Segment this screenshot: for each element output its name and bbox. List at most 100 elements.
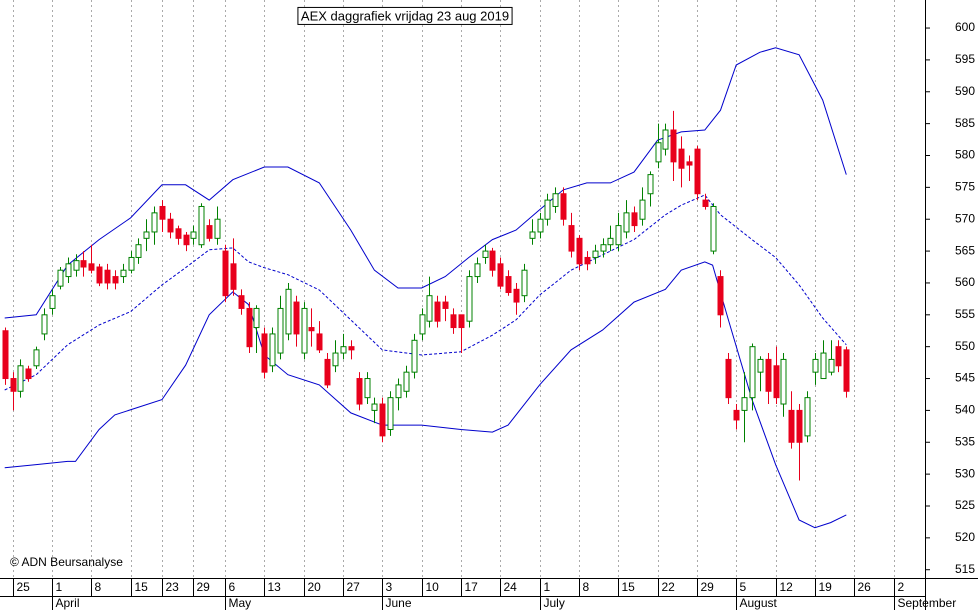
candle-body <box>411 339 418 373</box>
candle-body <box>796 409 803 443</box>
candle-body <box>348 346 355 351</box>
y-tick-label: 530 <box>955 466 975 480</box>
candle-body <box>812 358 819 373</box>
candle-body <box>694 148 701 195</box>
candle-body <box>238 295 245 309</box>
y-tick-label: 540 <box>955 403 975 417</box>
title-box <box>297 6 513 25</box>
plot-area <box>2 0 895 578</box>
candle-body <box>623 212 630 233</box>
candle-body <box>678 148 685 169</box>
candle-body <box>364 378 371 399</box>
candle-body <box>717 276 724 316</box>
candle-body <box>788 409 795 443</box>
y-tick-label: 570 <box>955 211 975 225</box>
x-tick-label: 12 <box>780 580 794 594</box>
candle-body <box>293 301 300 335</box>
y-tick-label: 560 <box>955 275 975 289</box>
candle-body <box>206 225 213 239</box>
candle-body <box>261 333 268 373</box>
candle-body <box>17 365 24 392</box>
candle-body <box>600 244 607 252</box>
y-tick-label: 525 <box>955 498 975 512</box>
y-tick-label: 580 <box>955 148 975 162</box>
candle-body <box>820 352 827 380</box>
candle-body <box>537 218 544 233</box>
candle-body <box>356 378 363 405</box>
candle-body <box>135 244 142 258</box>
candle-body <box>615 225 622 246</box>
candle-body <box>576 237 583 265</box>
candle-body <box>222 250 229 297</box>
candle-body <box>301 307 308 354</box>
bollinger-band <box>4 194 847 391</box>
x-tick-label: 27 <box>347 580 361 594</box>
month-label: June <box>386 596 412 610</box>
candle-body <box>497 263 504 287</box>
candle-body <box>835 346 842 367</box>
x-tick-label: 2 <box>898 580 905 594</box>
candle-body <box>560 193 567 220</box>
candle-body <box>2 330 9 380</box>
y-tick-label: 575 <box>955 180 975 194</box>
candle-body <box>489 250 496 271</box>
candle-body <box>529 231 536 239</box>
x-tick-label: 3 <box>386 580 393 594</box>
candle-body <box>733 409 740 421</box>
candle-body <box>426 295 433 322</box>
annotation: © ADN Beursanalyse <box>10 555 123 569</box>
candle-body <box>214 218 221 239</box>
candle-body <box>780 358 787 405</box>
x-tick-label: 15 <box>135 580 149 594</box>
candle-body <box>725 358 732 399</box>
x-tick-label: 8 <box>583 580 590 594</box>
y-tick-label: 565 <box>955 243 975 257</box>
candle-body <box>757 358 764 373</box>
y-tick-label: 520 <box>955 530 975 544</box>
candle-body <box>340 346 347 354</box>
candle-body <box>741 397 748 411</box>
candle-body <box>521 269 528 297</box>
candle-body <box>316 333 323 351</box>
x-tick-label: 5 <box>740 580 747 594</box>
candle-body <box>285 288 292 335</box>
x-tick-label: 19 <box>819 580 833 594</box>
candle-body <box>773 365 780 399</box>
candle-body <box>73 260 80 271</box>
candle-body <box>65 263 72 278</box>
candle-body <box>584 256 591 265</box>
x-tick-label: 22 <box>662 580 676 594</box>
x-tick-label: 29 <box>701 580 715 594</box>
candle-body <box>702 199 709 207</box>
axes: 5155205255305355405455505555605655705755… <box>13 20 975 610</box>
candle-body <box>120 269 127 278</box>
y-tick-label: 545 <box>955 371 975 385</box>
x-tick-label: 20 <box>308 580 322 594</box>
candle-body <box>175 228 182 239</box>
y-tick-label: 535 <box>955 434 975 448</box>
candle-body <box>419 314 426 335</box>
x-tick-label: 15 <box>622 580 636 594</box>
candle-body <box>568 225 575 252</box>
y-tick-label: 515 <box>955 562 975 576</box>
month-label: May <box>229 596 252 610</box>
candle-body <box>33 349 40 367</box>
y-tick-label: 555 <box>955 307 975 321</box>
candle-body <box>167 218 174 233</box>
month-label: April <box>56 596 80 610</box>
y-tick-label: 550 <box>955 339 975 353</box>
candle-body <box>387 397 394 431</box>
month-label: September <box>898 596 957 610</box>
candle-body <box>458 314 465 329</box>
candle-body <box>10 378 17 392</box>
x-tick-label: 26 <box>858 580 872 594</box>
x-tick-label: 24 <box>504 580 518 594</box>
y-tick-label: 590 <box>955 84 975 98</box>
chart-title: AEX daggrafiek vrijdag 23 aug 2019 <box>301 8 509 23</box>
candle-body <box>57 269 64 287</box>
candle-body <box>246 307 253 348</box>
candle-body <box>647 174 654 195</box>
candle-body <box>128 256 135 271</box>
x-tick-label: 1 <box>56 580 63 594</box>
